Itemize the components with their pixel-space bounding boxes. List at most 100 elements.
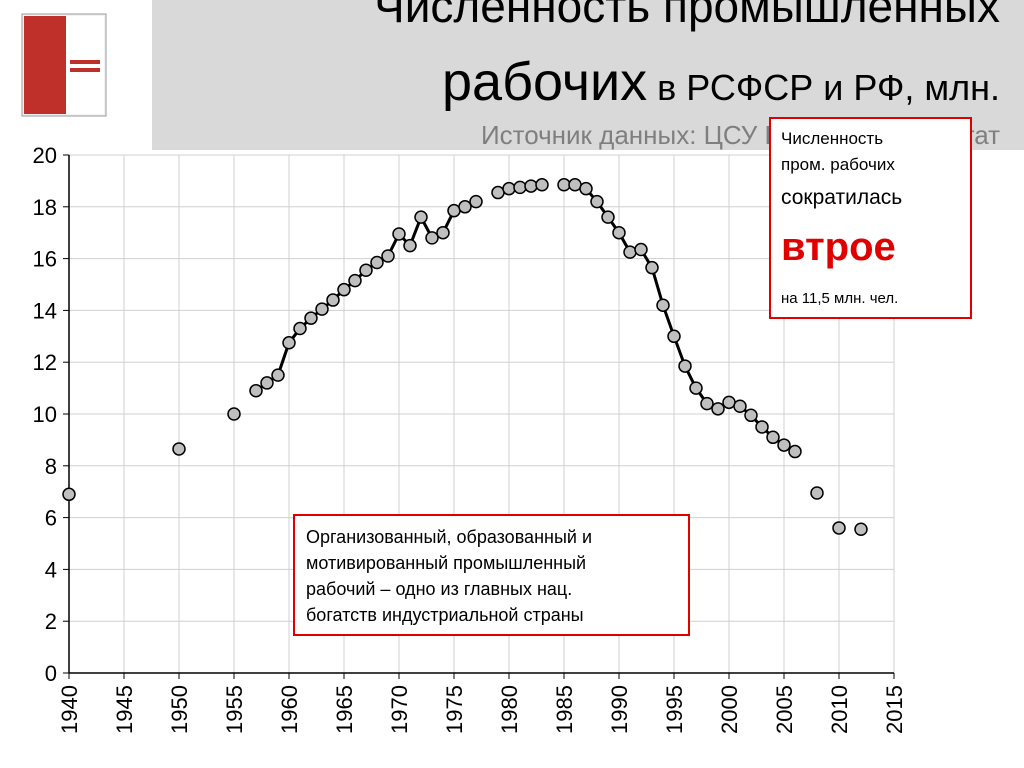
x-tick-label: 2010: [827, 685, 852, 734]
note-text: богатств индустриальной страны: [306, 605, 584, 625]
x-tick-label: 2015: [882, 685, 907, 734]
y-tick-label: 14: [33, 298, 57, 323]
y-tick-label: 0: [45, 661, 57, 686]
data-point: [744, 408, 758, 423]
data-point: [359, 263, 373, 278]
x-tick-label: 1955: [222, 685, 247, 734]
y-tick-label: 12: [33, 350, 57, 375]
data-point: [381, 249, 395, 263]
data-point: [535, 178, 549, 192]
data-point: [337, 282, 351, 297]
data-point: [645, 260, 659, 275]
data-point: [832, 521, 846, 535]
data-point: [634, 242, 648, 257]
title-big: рабочих: [442, 52, 647, 112]
data-point: [491, 185, 505, 200]
data-point: [667, 329, 681, 344]
data-point: [403, 238, 417, 253]
annotation-text: пром. рабочих: [781, 155, 895, 174]
book-cover: [21, 13, 107, 117]
data-point: [788, 444, 802, 459]
data-point: [777, 438, 791, 452]
data-point: [722, 395, 736, 410]
y-tick-label: 2: [45, 609, 57, 634]
x-tick-label: 1970: [387, 685, 412, 734]
data-point: [766, 430, 780, 445]
x-tick-label: 1975: [442, 685, 467, 734]
data-point: [315, 302, 329, 316]
data-point: [678, 359, 692, 373]
y-tick-label: 20: [33, 143, 57, 168]
y-tick-label: 10: [33, 402, 57, 427]
data-point: [447, 203, 461, 218]
data-point: [755, 420, 769, 434]
data-point: [579, 181, 593, 196]
data-point: [293, 321, 307, 336]
data-point: [348, 273, 362, 288]
data-point: [623, 245, 637, 259]
data-point: [854, 522, 868, 537]
data-point: [172, 442, 186, 456]
note-text: Организованный, образованный и: [306, 527, 592, 547]
note-box: Организованный, образованный и мотивиров…: [293, 514, 690, 636]
y-tick-label: 8: [45, 454, 57, 479]
x-tick-label: 2005: [772, 685, 797, 734]
x-tick-label: 1995: [662, 685, 687, 734]
y-tick-label: 18: [33, 195, 57, 220]
data-point: [392, 227, 406, 241]
data-point: [425, 231, 439, 245]
note-text: рабочий – одно из главных нац.: [306, 579, 572, 599]
data-point: [414, 210, 428, 224]
annotation-text: Численность: [781, 129, 883, 148]
annotation-text: на 11,5 млн. чел.: [781, 290, 898, 307]
data-point: [271, 368, 285, 382]
data-point: [249, 383, 263, 398]
x-tick-label: 1960: [277, 685, 302, 734]
x-tick-label: 1940: [57, 685, 82, 734]
data-point: [656, 298, 670, 312]
data-point: [260, 376, 274, 390]
annotation-emphasis: втрое: [781, 225, 896, 269]
data-point: [227, 407, 241, 421]
x-tick-label: 1965: [332, 685, 357, 734]
title-line: рабочих в РСФСР и РФ, млн.: [442, 52, 1000, 112]
plot: 0 2 4 6 8 10 12 14 16 18 20 1940 1945 1950 1955 1960 196…: [33, 143, 907, 734]
data-point: [502, 181, 516, 196]
data-point: [458, 200, 472, 214]
x-tick-label: 1950: [167, 685, 192, 734]
data-point: [612, 225, 626, 240]
data-point: [282, 336, 296, 350]
title-rest: в РСФСР и РФ, млн.: [647, 67, 1000, 108]
data-point: [62, 487, 76, 502]
x-tick-label: 1985: [552, 685, 577, 734]
data-point: [326, 293, 340, 307]
x-tick-label: 1980: [497, 685, 522, 734]
x-tick-label: 2000: [717, 685, 742, 734]
data-point: [557, 178, 571, 192]
data-point: [513, 180, 527, 195]
decline-box: Численность пром. рабочих сократилась вт…: [769, 117, 972, 319]
data-point: [370, 255, 384, 270]
data-point: [590, 194, 604, 209]
data-point: [711, 402, 725, 416]
title-line: Численность промышленных: [374, 0, 1000, 32]
data-point: [700, 396, 714, 411]
data-point: [733, 399, 747, 413]
data-point: [689, 381, 703, 395]
x-tick-label: 1990: [607, 685, 632, 734]
data-point: [469, 194, 483, 209]
data-point: [601, 210, 615, 224]
data-point: [810, 486, 824, 500]
annotation-text: сократилась: [781, 186, 902, 209]
data-point: [568, 178, 582, 192]
note-text: мотивированный промышленный: [306, 553, 586, 573]
data-point: [524, 179, 538, 193]
x-tick-label: 1945: [112, 685, 137, 734]
data-point: [304, 311, 318, 325]
data-point: [436, 225, 450, 240]
y-tick-label: 6: [45, 506, 57, 531]
y-tick-label: 16: [33, 247, 57, 272]
y-tick-label: 4: [45, 557, 57, 582]
